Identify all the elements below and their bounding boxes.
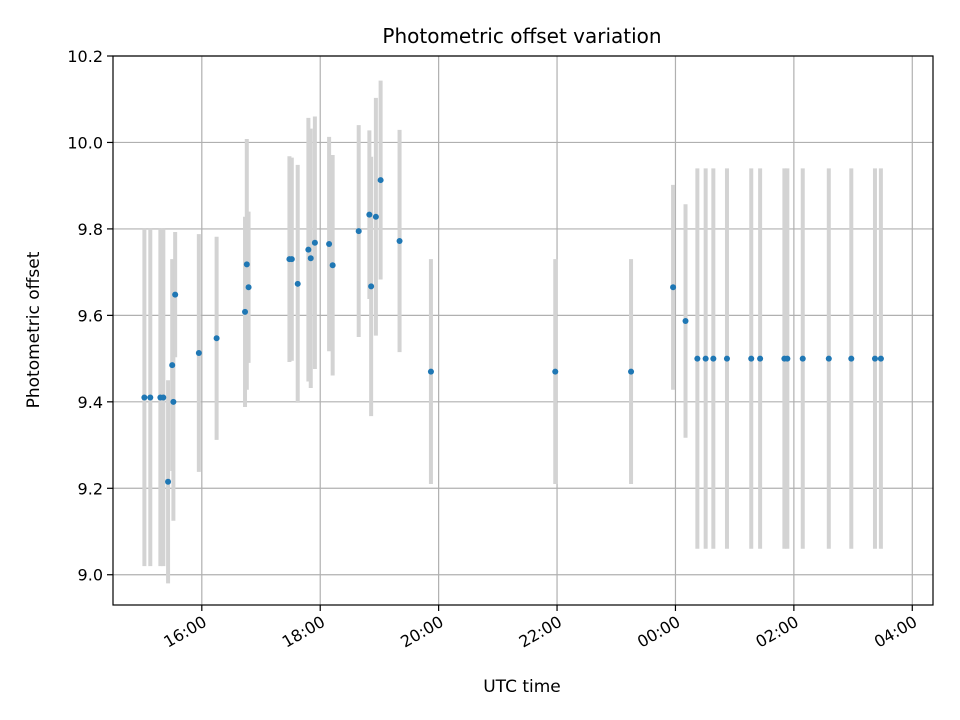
plot-area-frame — [112, 55, 934, 606]
data-point — [799, 355, 806, 362]
x-axis-label: UTC time — [483, 677, 561, 697]
x-tick-label: 18:00 — [279, 612, 328, 652]
data-point — [305, 246, 312, 253]
data-point — [694, 355, 701, 362]
data-point — [757, 355, 764, 362]
error-bars — [142, 80, 883, 584]
y-tick-label: 10.0 — [67, 133, 103, 152]
x-tick-label: 20:00 — [397, 612, 446, 652]
data-point — [825, 355, 832, 362]
y-tick-label: 10.2 — [67, 47, 103, 66]
data-point — [871, 355, 878, 362]
data-point — [702, 355, 709, 362]
data-point — [427, 368, 434, 375]
y-tick-label: 9.4 — [78, 393, 103, 412]
data-point — [311, 239, 318, 246]
data-point — [396, 238, 403, 245]
chart-title: Photometric offset variation — [382, 24, 661, 48]
data-point — [552, 368, 559, 375]
data-point — [748, 355, 755, 362]
data-point — [243, 261, 250, 268]
data-point — [245, 284, 252, 291]
grid-lines — [113, 55, 933, 605]
data-points — [141, 177, 884, 485]
x-tick-label: 04:00 — [871, 612, 920, 652]
x-tick-label: 22:00 — [516, 612, 565, 652]
data-point — [294, 280, 301, 287]
data-point — [366, 211, 373, 218]
data-point — [670, 284, 677, 291]
data-point — [169, 362, 176, 369]
x-tick-label: 00:00 — [634, 612, 683, 652]
data-point — [372, 213, 379, 220]
y-tick-label: 9.8 — [78, 220, 103, 239]
data-point — [723, 355, 730, 362]
y-axis-label: Photometric offset — [24, 251, 44, 408]
data-point — [172, 291, 179, 298]
data-point — [377, 177, 384, 184]
data-point — [195, 349, 202, 356]
data-point — [710, 355, 717, 362]
data-point — [877, 355, 884, 362]
data-point — [141, 394, 148, 401]
data-point — [288, 256, 295, 263]
x-tick-label: 16:00 — [160, 612, 209, 652]
y-tick-label: 9.2 — [78, 479, 103, 498]
data-point — [242, 308, 249, 315]
x-tick-label: 02:00 — [752, 612, 801, 652]
data-point — [848, 355, 855, 362]
data-point — [165, 478, 172, 485]
data-point — [329, 262, 336, 269]
y-tick-label: 9.0 — [78, 566, 103, 585]
data-point — [160, 394, 167, 401]
data-point — [368, 283, 375, 290]
y-axis-ticks: 9.0 9.2 9.4 9.6 9.8 10.0 10.2 — [67, 47, 113, 585]
data-point — [326, 241, 333, 248]
data-point — [170, 398, 177, 405]
data-point — [213, 335, 220, 342]
data-point — [147, 394, 154, 401]
x-axis-ticks: 16:00 18:00 20:00 22:00 00:00 02:00 04:00 — [160, 605, 920, 652]
y-tick-label: 9.6 — [78, 306, 103, 325]
data-point — [784, 355, 791, 362]
data-point — [628, 368, 635, 375]
data-point — [682, 317, 689, 324]
data-point — [307, 255, 314, 262]
data-point — [355, 228, 362, 235]
